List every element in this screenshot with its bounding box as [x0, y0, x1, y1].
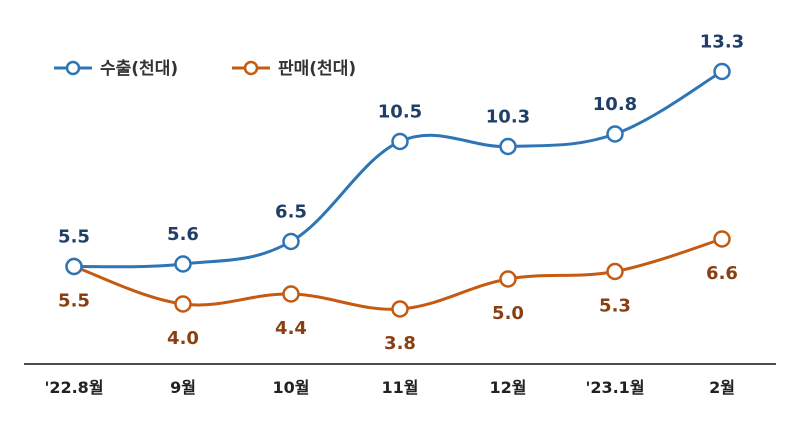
- export-point: [282, 232, 300, 251]
- legend: 수출(천대) 판매(천대): [54, 59, 356, 79]
- export-data-label: 13.3: [700, 32, 744, 53]
- x-tick-label: 11월: [382, 378, 419, 397]
- sales-point: [606, 262, 624, 281]
- sales-data-label: 5.3: [599, 296, 631, 317]
- sales-point: [282, 285, 300, 303]
- x-tick-label: 12월: [490, 378, 527, 397]
- export-data-label: 10.8: [593, 94, 637, 115]
- export-series: 5.5 5.6 6.5 10.5 10.3 10.8 13.3: [58, 32, 744, 276]
- x-tick-label: '23.1월: [585, 378, 644, 397]
- export-point: [499, 137, 517, 156]
- sales-data-label: 4.0: [167, 328, 199, 349]
- series-layer: 5.5 4.0 4.4 3.8 5.0 5.3 6.6 5.5 5.6 6.5 10.5 10.3 10…: [58, 32, 744, 355]
- sales-data-label: 4.4: [275, 318, 307, 339]
- sales-data-label: 6.6: [706, 263, 738, 284]
- export-point: [713, 62, 731, 81]
- export-data-label: 5.6: [167, 224, 199, 245]
- export-data-label: 6.5: [275, 202, 307, 223]
- legend-sales-label: 판매(천대): [278, 59, 356, 79]
- sales-point: [391, 300, 409, 318]
- export-data-label: 10.5: [378, 102, 422, 123]
- export-point: [606, 125, 624, 143]
- sales-series: 5.5 4.0 4.4 3.8 5.0 5.3 6.6: [58, 230, 738, 354]
- x-axis-ticks: '22.8월 9월 10월 11월 12월 '23.1월 2월: [44, 378, 734, 397]
- sales-point: [499, 270, 517, 288]
- sales-data-label: 5.0: [492, 303, 524, 324]
- x-tick-label: '22.8월: [44, 378, 103, 397]
- sales-point: [713, 230, 731, 248]
- sales-point: [174, 295, 192, 313]
- sales-data-label: 3.8: [384, 333, 416, 354]
- export-point: [174, 255, 192, 273]
- legend-export-label: 수출(천대): [100, 59, 178, 79]
- x-tick-label: 2월: [709, 378, 735, 397]
- export-point: [391, 132, 409, 151]
- x-tick-label: 10월: [273, 378, 310, 397]
- legend-sales-marker: [243, 60, 259, 76]
- sales-data-label: 5.5: [58, 291, 90, 312]
- x-tick-label: 9월: [170, 378, 196, 397]
- export-data-label: 10.3: [486, 107, 530, 128]
- export-point: [65, 257, 83, 276]
- legend-export-marker: [65, 60, 81, 76]
- export-data-label: 5.5: [58, 227, 90, 248]
